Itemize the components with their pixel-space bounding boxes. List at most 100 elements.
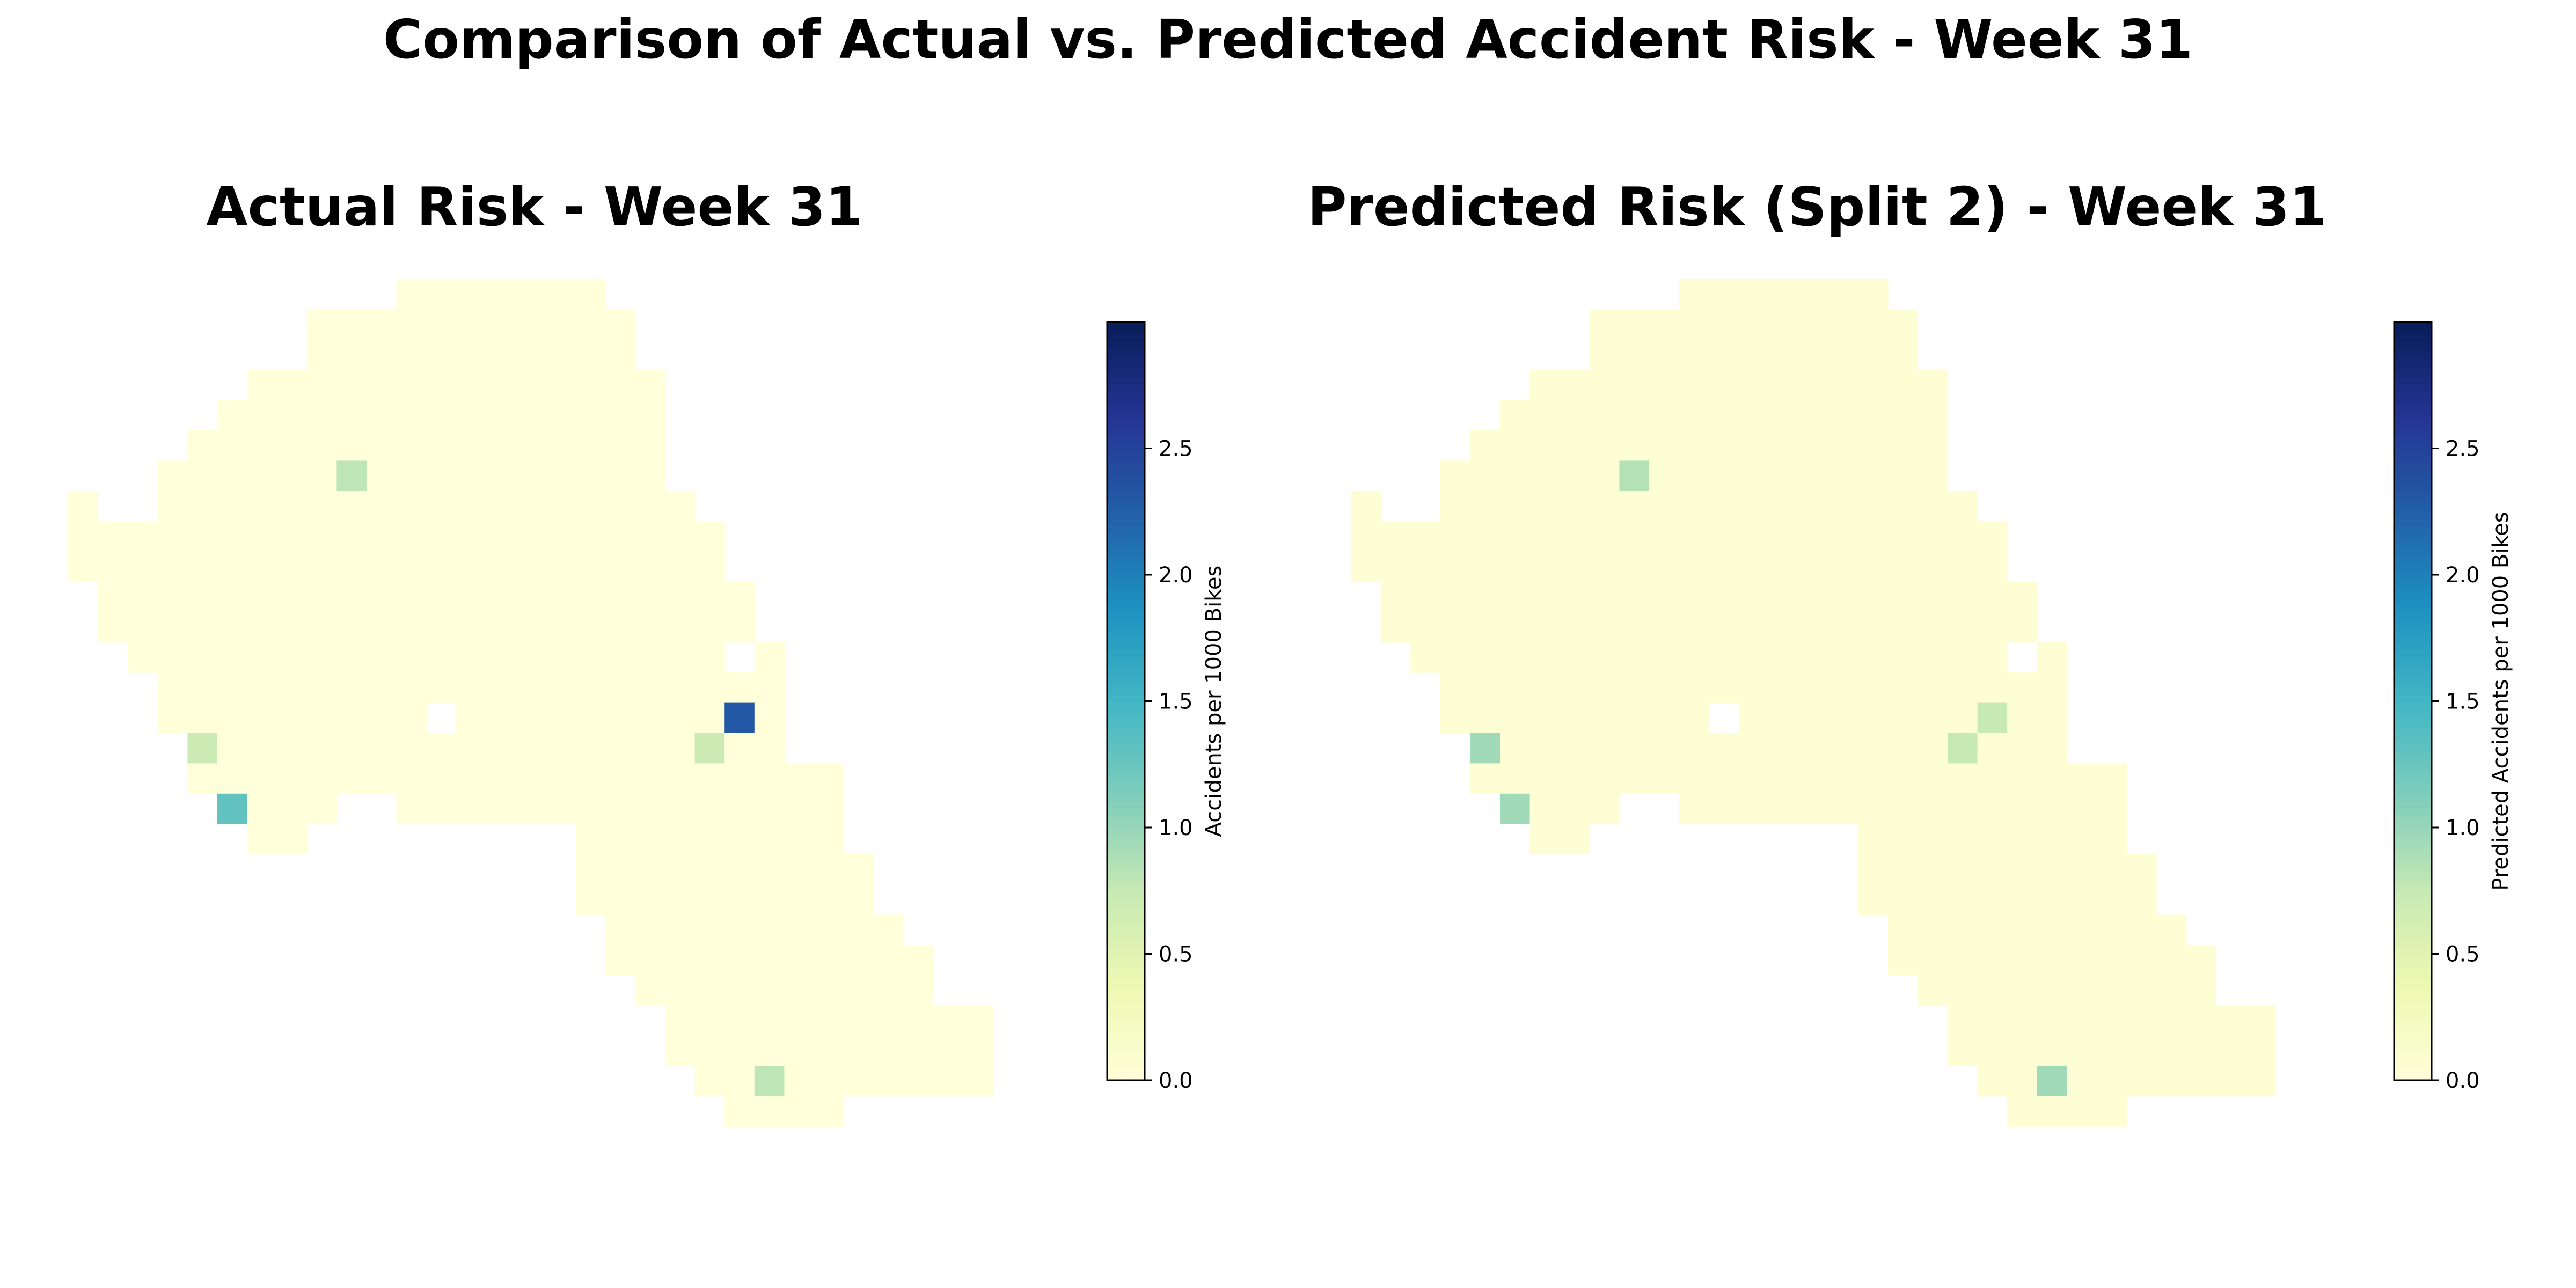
heatmap-cell [1948,793,1978,824]
heatmap-cell [1649,642,1680,673]
heatmap-cell [1768,309,1799,340]
colorbar-segment [1107,878,1145,885]
colorbar-segment [1107,935,1145,942]
heatmap-cell [456,672,486,704]
heatmap-cell [1887,309,1918,340]
heatmap-cell [516,672,546,704]
colorbar-segment [2394,435,2432,443]
heatmap-cell [605,945,635,976]
colorbar-segment [1107,733,1145,740]
colorbar-segment [1107,473,1145,481]
heatmap-cell [247,582,277,612]
heatmap-cell [1918,551,1948,582]
colorbar-segment [2394,796,2432,803]
heatmap-cell [1529,430,1560,461]
heatmap-cell [516,460,546,492]
heatmap-cell [605,309,635,340]
heatmap-cell [1500,672,1531,704]
colorbar-segment [2394,448,2432,456]
heatmap-cell [456,521,486,552]
heatmap-cell [1977,1005,2008,1036]
heatmap-cell [367,672,397,704]
heatmap-cell [1440,702,1470,734]
colorbar-segment [2394,543,2432,550]
heatmap-cell [1918,642,1948,673]
colorbar-segment [2394,499,2432,506]
heatmap-cell [1977,733,2008,764]
colorbar-segment [2394,575,2432,582]
heatmap-cell [1560,551,1590,582]
heatmap-cell [1948,763,1978,794]
heatmap-cell [635,793,665,824]
colorbar-segment [1107,631,1145,639]
heatmap-cell [1738,370,1769,401]
heatmap-cell [1529,460,1560,492]
heatmap-cell [724,975,755,1006]
heatmap-cell [694,975,725,1006]
colorbar-segment [1107,429,1145,436]
heatmap-cell [1768,521,1799,552]
heatmap-cell [2156,1036,2187,1066]
heatmap-cell [605,672,635,704]
heatmap-cell [2067,854,2097,885]
heatmap-cell [2007,612,2038,643]
heatmap-cell [1948,1036,1978,1066]
heatmap-cell [247,370,277,401]
colorbar-segment [1107,890,1145,898]
heatmap-cell [486,521,516,552]
colorbar-tick-label: 1.0 [2446,816,2480,840]
heatmap-cell [1709,400,1739,431]
heatmap-cell [814,975,845,1006]
colorbar-segment [1107,543,1145,550]
heatmap-cell [2067,1096,2097,1127]
heatmap-cell [247,400,277,431]
heatmap-cell [2037,824,2067,855]
heatmap-cell [575,279,606,310]
heatmap-cell [874,945,904,976]
colorbar-segment [2394,1004,2432,1012]
heatmap-cell [1828,491,1858,522]
heatmap-cell [426,309,457,340]
heatmap-cell [516,309,546,340]
colorbar-segment [1107,777,1145,784]
heatmap-cell [1887,914,1918,946]
heatmap-cell [516,582,546,612]
heatmap-cell [1619,582,1650,612]
heatmap-cell [187,702,218,734]
heatmap-cell [545,339,576,370]
heatmap-cell [2007,975,2038,1006]
heatmap-cell [486,370,516,401]
heatmap-cell [1738,733,1769,764]
colorbar-segment [1107,600,1145,607]
heatmap-cell [1977,854,2008,885]
heatmap-cell [963,1066,994,1097]
colorbar-segment [1107,555,1145,563]
heatmap-cell [1709,642,1739,673]
heatmap-cell [1440,642,1470,673]
colorbar-segment [2394,714,2432,721]
heatmap-cell [754,1005,785,1036]
heatmap-cell [306,702,337,734]
colorbar-segment [2394,568,2432,575]
heatmap-cell [2037,1096,2067,1127]
colorbar-segment [2394,853,2432,860]
heatmap-cell [2156,945,2187,976]
heatmap-cell [1709,793,1739,824]
heatmap-cell [605,914,635,946]
heatmap-cell [456,309,486,340]
heatmap-cell [2007,1036,2038,1066]
heatmap-cell [1768,460,1799,492]
colorbar-segment [1107,960,1145,967]
heatmap-cell [277,430,308,461]
heatmap-cell [2037,854,2067,885]
colorbar-segment [2394,808,2432,816]
colorbar-segment [2394,833,2432,841]
heatmap-cell [1410,642,1441,673]
heatmap-cell [545,733,576,764]
heatmap-cell [1380,582,1411,612]
heatmap-cell [1977,672,2008,704]
heatmap-cell [1828,551,1858,582]
colorbar-segment [1107,650,1145,657]
heatmap-cell [1738,430,1769,461]
colorbar-segment [2394,935,2432,942]
